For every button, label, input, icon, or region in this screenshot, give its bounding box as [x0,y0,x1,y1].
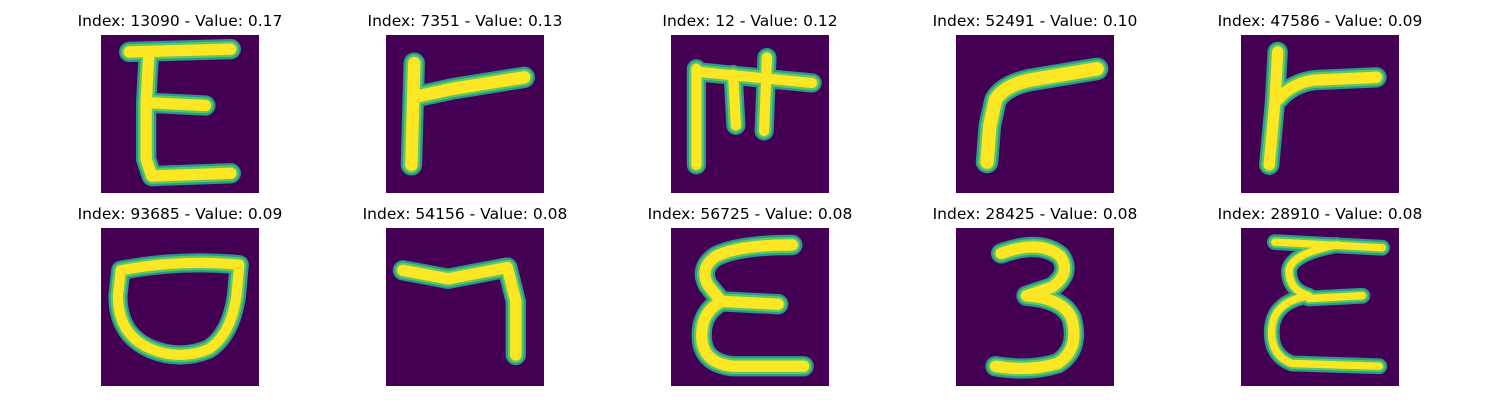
sample-cell-10: Index: 28910 - Value: 0.08 [1190,201,1450,391]
sample-title: Index: 13090 - Value: 0.17 [50,8,310,34]
sample-cell-1: Index: 13090 - Value: 0.17 [50,8,310,198]
sample-image [101,35,259,193]
sample-title: Index: 52491 - Value: 0.10 [905,8,1165,34]
sample-image [386,35,544,193]
sample-image [956,228,1114,386]
sample-cell-2: Index: 7351 - Value: 0.13 [335,8,595,198]
sample-title: Index: 28425 - Value: 0.08 [905,201,1165,227]
sample-image [1241,228,1399,386]
sample-title: Index: 56725 - Value: 0.08 [620,201,880,227]
sample-cell-5: Index: 47586 - Value: 0.09 [1190,8,1450,198]
sample-image [101,228,259,386]
sample-cell-3: Index: 12 - Value: 0.12 [620,8,880,198]
sample-cell-7: Index: 54156 - Value: 0.08 [335,201,595,391]
sample-cell-9: Index: 28425 - Value: 0.08 [905,201,1165,391]
sample-cell-6: Index: 93685 - Value: 0.09 [50,201,310,391]
sample-title: Index: 28910 - Value: 0.08 [1190,201,1450,227]
sample-cell-4: Index: 52491 - Value: 0.10 [905,8,1165,198]
sample-title: Index: 12 - Value: 0.12 [620,8,880,34]
sample-cell-8: Index: 56725 - Value: 0.08 [620,201,880,391]
sample-title: Index: 7351 - Value: 0.13 [335,8,595,34]
sample-title: Index: 47586 - Value: 0.09 [1190,8,1450,34]
sample-image [956,35,1114,193]
sample-image [1241,35,1399,193]
sample-title: Index: 54156 - Value: 0.08 [335,201,595,227]
sample-title: Index: 93685 - Value: 0.09 [50,201,310,227]
sample-image [386,228,544,386]
sample-image [671,228,829,386]
sample-image [671,35,829,193]
